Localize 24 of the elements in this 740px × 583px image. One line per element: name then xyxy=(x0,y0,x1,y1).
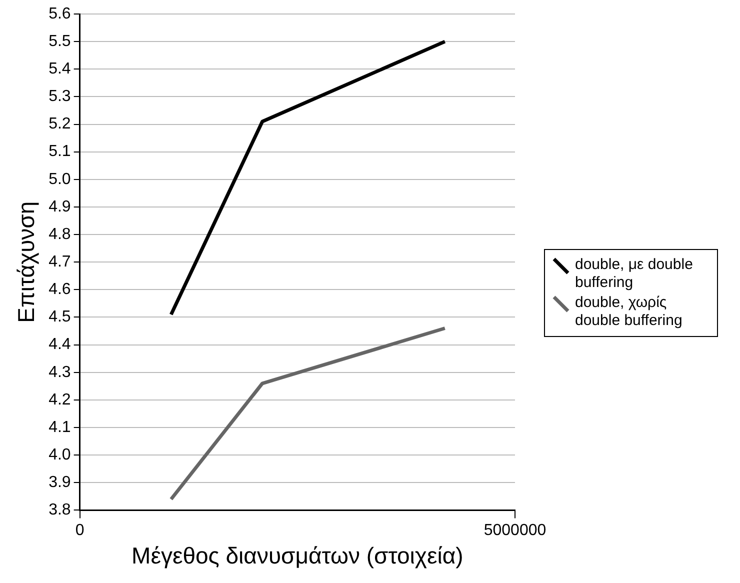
y-tick-label: 4.7 xyxy=(48,254,71,271)
y-tick-label: 4.3 xyxy=(48,364,71,381)
y-tick-label: 5.3 xyxy=(48,88,71,106)
y-tick-label: 4.4 xyxy=(48,336,71,354)
x-tick-label: 0 xyxy=(75,522,84,540)
y-tick-label: 5.6 xyxy=(48,5,71,22)
y-tick-label: 3.9 xyxy=(48,474,71,492)
y-tick-label: 4.2 xyxy=(48,391,71,408)
y-tick-label: 5.4 xyxy=(48,60,71,78)
y-tick-label: 4.8 xyxy=(48,226,71,243)
y-tick-label: 3.8 xyxy=(48,502,71,519)
y-tick-label: 5.1 xyxy=(48,143,71,160)
x-tick-label: 5000000 xyxy=(484,522,546,540)
y-tick-label: 5.5 xyxy=(48,32,71,50)
legend-label: double, χωρίς double buffering xyxy=(575,294,684,330)
y-tick-label: 4.5 xyxy=(48,308,71,326)
y-axis-title: Επιτάχυνση xyxy=(13,201,40,323)
y-tick-label: 4.0 xyxy=(48,446,71,464)
y-tick-label: 5.0 xyxy=(48,170,71,188)
x-axis-title: Μέγεθος διανυσμάτων (στοιχεία) xyxy=(132,542,464,569)
y-tick-label: 5.2 xyxy=(48,116,71,133)
y-tick-label: 4.9 xyxy=(48,198,71,216)
y-tick-label: 4.1 xyxy=(48,418,71,436)
y-tick-label: 4.6 xyxy=(48,281,71,298)
